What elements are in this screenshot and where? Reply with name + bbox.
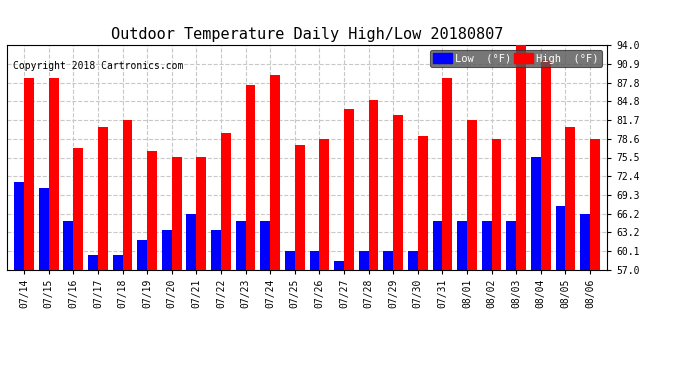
Bar (408, 251, 417, 270)
Bar (123, 120, 132, 270)
Bar (506, 221, 516, 270)
Bar (186, 214, 197, 270)
Bar (39, 188, 49, 270)
Bar (334, 261, 344, 270)
Bar (310, 251, 319, 270)
Bar (580, 214, 590, 270)
Bar (137, 240, 147, 270)
Bar (112, 255, 123, 270)
Bar (482, 221, 491, 270)
Bar (24, 78, 34, 270)
Bar (197, 158, 206, 270)
Text: Copyright 2018 Cartronics.com: Copyright 2018 Cartronics.com (13, 61, 184, 71)
Bar (531, 158, 541, 270)
Bar (384, 251, 393, 270)
Bar (246, 84, 255, 270)
Bar (344, 109, 354, 270)
Bar (433, 221, 442, 270)
Bar (565, 127, 575, 270)
Bar (172, 158, 181, 270)
Bar (319, 139, 329, 270)
Bar (442, 78, 452, 270)
Bar (49, 78, 59, 270)
Bar (270, 75, 280, 270)
Bar (147, 152, 157, 270)
Bar (260, 221, 270, 270)
Bar (359, 251, 368, 270)
Bar (162, 231, 172, 270)
Bar (221, 133, 230, 270)
Bar (285, 251, 295, 270)
Bar (211, 231, 221, 270)
Bar (590, 139, 600, 270)
Bar (516, 45, 526, 270)
Bar (467, 120, 477, 270)
Bar (417, 136, 428, 270)
Bar (73, 148, 83, 270)
Bar (393, 115, 403, 270)
Bar (236, 221, 246, 270)
Bar (98, 127, 108, 270)
Bar (541, 60, 551, 270)
Bar (457, 221, 467, 270)
Legend: Low  (°F), High  (°F): Low (°F), High (°F) (430, 50, 602, 67)
Bar (368, 100, 378, 270)
Bar (555, 206, 565, 270)
Bar (88, 255, 98, 270)
Title: Outdoor Temperature Daily High/Low 20180807: Outdoor Temperature Daily High/Low 20180… (111, 27, 503, 42)
Bar (491, 139, 502, 270)
Bar (14, 182, 24, 270)
Bar (295, 146, 304, 270)
Bar (63, 221, 73, 270)
